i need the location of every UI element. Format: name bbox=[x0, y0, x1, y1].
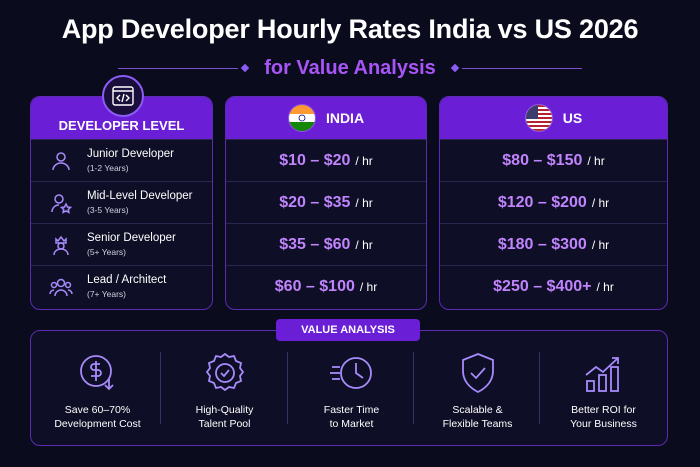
developer-level-panel: DEVELOPER LEVEL Junior Developer (1-2 Yea… bbox=[30, 96, 213, 310]
rate-row: $80 – $150 / hr bbox=[440, 139, 667, 181]
rate-row: $35 – $60 / hr bbox=[226, 223, 426, 265]
level-name: Junior Developer bbox=[87, 147, 174, 160]
rate-row: $10 – $20 / hr bbox=[226, 139, 426, 181]
divider bbox=[118, 67, 239, 69]
rate-unit: / hr bbox=[355, 153, 373, 168]
divider bbox=[539, 352, 540, 424]
diamond-icon bbox=[240, 63, 250, 73]
value-item-label: Faster Time to Market bbox=[323, 404, 380, 430]
divider bbox=[413, 352, 414, 424]
rate-unit: / hr bbox=[596, 279, 614, 294]
rate-value: $80 – $150 bbox=[502, 151, 583, 169]
rate-unit: / hr bbox=[591, 195, 610, 210]
level-name: Lead / Architect bbox=[87, 273, 167, 286]
value-item: Scalable & Flexible Teams bbox=[414, 345, 541, 437]
user-crown-icon bbox=[53, 235, 69, 255]
rate-value: $20 – $35 bbox=[279, 193, 351, 211]
india-panel: INDIA $10 – $20 / hr $20 – $35 / hr $35 – … bbox=[225, 96, 427, 310]
level-years: (5+ Years) bbox=[87, 246, 126, 257]
rate-row: $120 – $200 / hr bbox=[440, 181, 667, 223]
growth-chart-icon bbox=[584, 357, 619, 392]
us-header: US bbox=[440, 97, 667, 139]
value-analysis-panel bbox=[30, 330, 668, 446]
rate-row: $20 – $35 / hr bbox=[226, 181, 426, 223]
user-icon bbox=[52, 151, 70, 170]
value-item-label: Save 60–70% Development Cost bbox=[54, 404, 141, 430]
dollar-down-icon bbox=[79, 355, 114, 391]
rate-value: $10 – $20 bbox=[279, 151, 351, 169]
rate-unit: / hr bbox=[355, 195, 373, 210]
shield-check-icon bbox=[461, 353, 494, 394]
rate-unit: / hr bbox=[591, 237, 610, 252]
value-item: Faster Time to Market bbox=[288, 345, 415, 437]
code-window-icon bbox=[102, 75, 144, 117]
rate-value: $35 – $60 bbox=[279, 235, 351, 253]
page-title: App Developer Hourly Rates India vs US 2… bbox=[61, 14, 639, 44]
us-flag-icon bbox=[524, 104, 553, 132]
rate-unit: / hr bbox=[359, 279, 378, 294]
team-icon bbox=[49, 278, 73, 296]
divider bbox=[160, 352, 161, 424]
quality-badge-icon bbox=[205, 352, 244, 392]
fast-clock-icon bbox=[329, 357, 372, 389]
rate-value: $120 – $200 bbox=[497, 193, 587, 211]
user-star-icon bbox=[51, 193, 73, 214]
rate-value: $250 – $400+ bbox=[493, 277, 592, 295]
value-item-label: High-Quality Talent Pool bbox=[195, 404, 254, 430]
rate-value: $180 – $300 bbox=[497, 235, 587, 253]
us-label: US bbox=[562, 110, 583, 126]
level-row: Junior Developer (1-2 Years) bbox=[31, 139, 212, 181]
value-analysis-label: VALUE ANALYSIS bbox=[276, 319, 420, 341]
level-name: Senior Developer bbox=[87, 231, 176, 244]
rate-unit: / hr bbox=[587, 153, 605, 168]
india-flag-icon bbox=[287, 104, 316, 132]
divider bbox=[461, 67, 582, 69]
subtitle-row: for Value Analysis bbox=[0, 55, 700, 81]
value-item: Save 60–70% Development Cost bbox=[34, 345, 161, 437]
level-row: Lead / Architect (7+ Years) bbox=[31, 265, 212, 307]
level-name: Mid-Level Developer bbox=[87, 189, 193, 202]
level-years: (7+ Years) bbox=[87, 288, 126, 299]
rate-row: $180 – $300 / hr bbox=[440, 223, 667, 265]
india-label: INDIA bbox=[325, 110, 365, 126]
level-row: Senior Developer (5+ Years) bbox=[31, 223, 212, 265]
level-years: (3-5 Years) bbox=[87, 204, 129, 215]
level-years: (1-2 Years) bbox=[87, 162, 129, 173]
rate-row: $60 – $100 / hr bbox=[226, 265, 426, 307]
divider bbox=[287, 352, 288, 424]
us-panel: US $80 – $150 / hr $120 – $200 / hr $180 –… bbox=[439, 96, 668, 310]
value-item-label: Scalable & Flexible Teams bbox=[442, 404, 513, 430]
page-subtitle: for Value Analysis bbox=[264, 56, 436, 79]
value-item: Better ROI for Your Business bbox=[540, 345, 667, 437]
value-item-label: Better ROI for Your Business bbox=[570, 404, 637, 430]
diamond-icon bbox=[450, 63, 460, 73]
rate-row: $250 – $400+ / hr bbox=[440, 265, 667, 307]
value-item: High-Quality Talent Pool bbox=[161, 345, 288, 437]
rate-unit: / hr bbox=[355, 237, 373, 252]
rate-value: $60 – $100 bbox=[274, 277, 355, 295]
india-header: INDIA bbox=[226, 97, 426, 139]
level-row: Mid-Level Developer (3-5 Years) bbox=[31, 181, 212, 223]
